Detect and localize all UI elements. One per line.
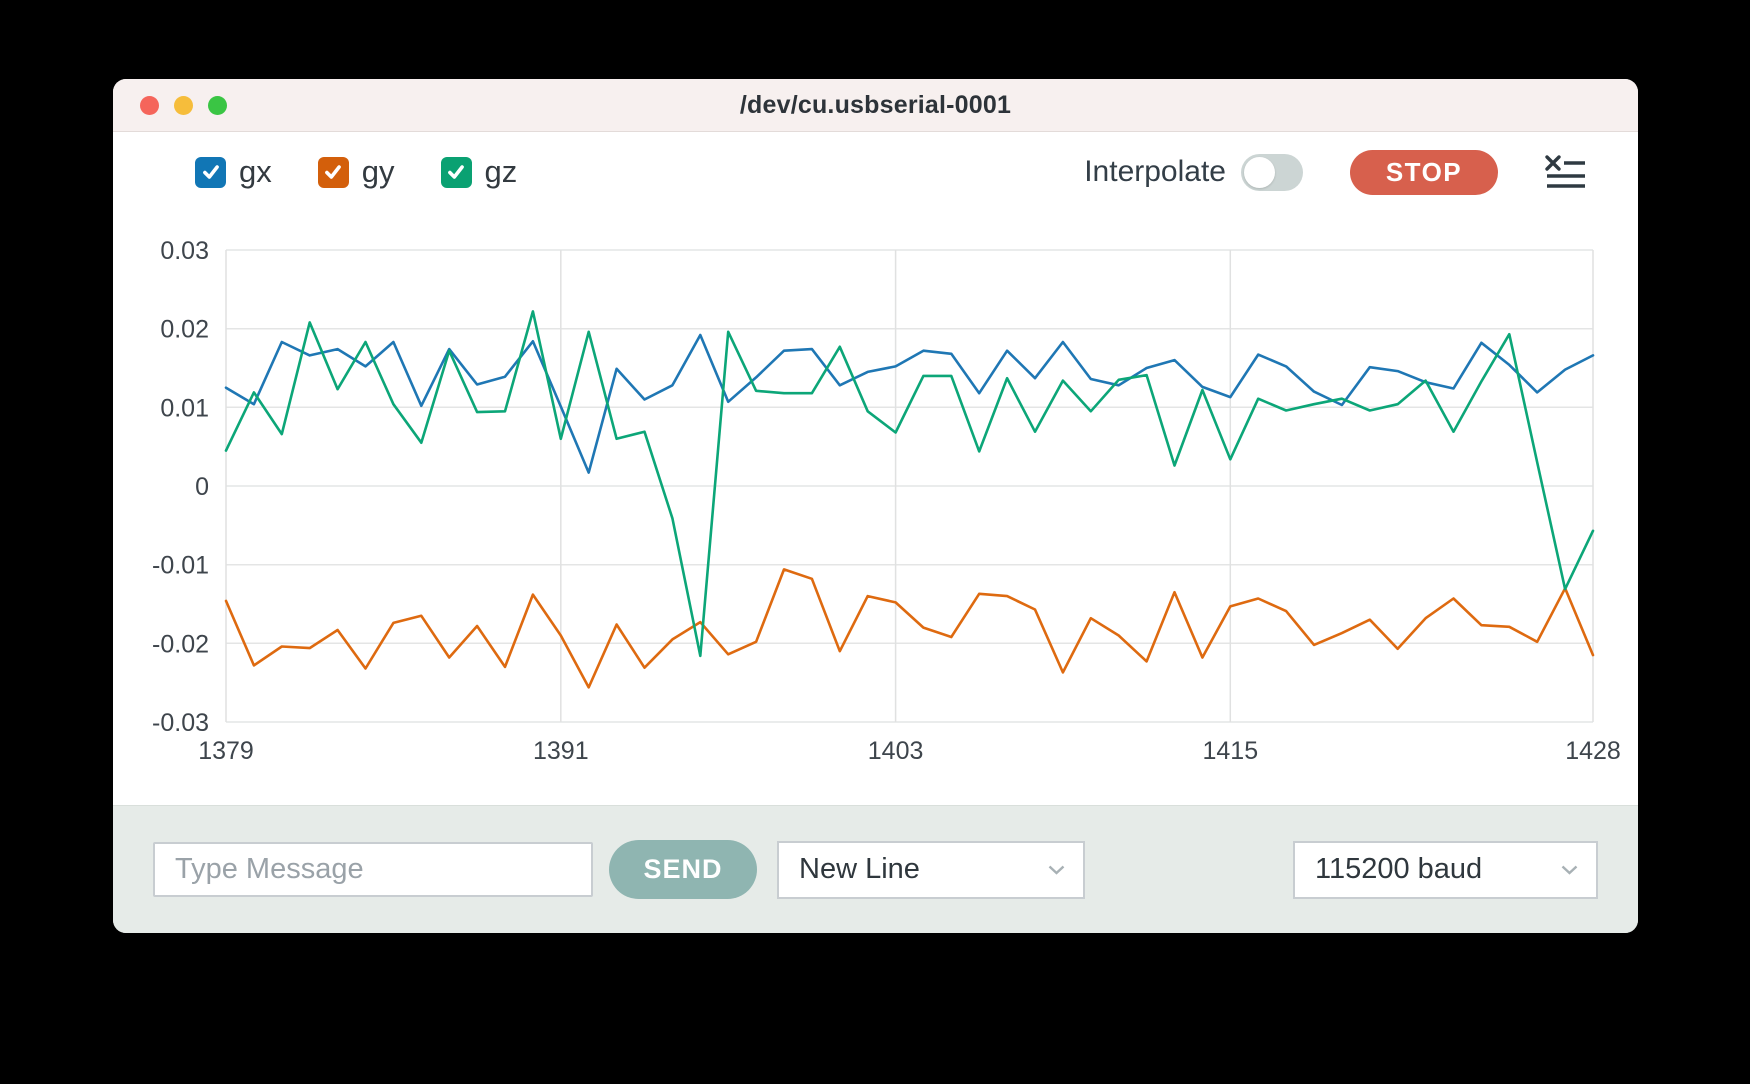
series-line-gy (224, 568, 1595, 689)
window-title: /dev/cu.usbserial-0001 (739, 90, 1012, 119)
maximize-window-icon[interactable] (208, 95, 227, 115)
checkmark-icon (448, 165, 464, 179)
titlebar: /dev/cu.usbserial-0001 (113, 79, 1638, 132)
x-tick-label: 1379 (198, 737, 254, 765)
series-label-gz: gz (484, 154, 518, 189)
footer-bar: SEND New Line 115200 baud (113, 805, 1638, 933)
stop-button[interactable]: STOP (1350, 149, 1498, 195)
series-toggle-gx[interactable]: gx (195, 154, 272, 190)
y-tick-label: 0.02 (160, 316, 209, 344)
chevron-down-icon (1048, 865, 1065, 875)
toggle-knob (1244, 156, 1275, 188)
serial-plotter-window: /dev/cu.usbserial-0001 gx gy gz Interpol… (113, 79, 1638, 933)
message-input[interactable] (153, 842, 593, 897)
series-toggle-gy[interactable]: gy (317, 154, 395, 190)
checkmark-icon (202, 165, 219, 179)
x-tick-label: 1391 (533, 737, 589, 765)
y-tick-label: -0.02 (152, 630, 209, 658)
clear-list-icon (1545, 155, 1585, 188)
y-tick-label: 0.03 (160, 237, 209, 265)
y-tick-label: -0.01 (152, 552, 209, 580)
chart-area: 0.03 0.02 0.01 0 -0.01 -0.02 -0.03 1379 1391 1403… (113, 212, 1638, 805)
baud-rate-value: 115200 baud (1315, 853, 1483, 885)
series-label-gy: gy (361, 154, 395, 189)
minimize-window-icon[interactable] (174, 95, 193, 115)
interpolate-label: Interpolate (1084, 155, 1226, 188)
y-tick-label: -0.03 (152, 709, 209, 737)
x-tick-label: 1415 (1202, 737, 1258, 765)
y-tick-label: 0 (195, 473, 209, 501)
line-ending-value: New Line (799, 853, 920, 885)
line-ending-select[interactable]: New Line (777, 840, 1085, 899)
close-window-icon[interactable] (140, 95, 159, 115)
checkbox-gx-checked-icon[interactable] (195, 156, 226, 188)
toolbar: gx gy gz Interpolate STOP (113, 132, 1638, 212)
checkmark-icon (325, 165, 342, 179)
x-tick-label: 1403 (868, 737, 924, 765)
series-label-gx: gx (239, 154, 272, 189)
interpolate-toggle[interactable] (1241, 153, 1303, 191)
clear-list-button[interactable] (1544, 154, 1588, 190)
checkbox-gz-checked-icon[interactable] (440, 156, 472, 188)
series-line-gx (224, 333, 1595, 474)
series-toggle-gz[interactable]: gz (440, 154, 518, 190)
series-line-gz (224, 310, 1595, 658)
baud-rate-select[interactable]: 115200 baud (1293, 840, 1598, 899)
toolbar-right-group: Interpolate STOP (1084, 149, 1588, 195)
x-tick-label: 1428 (1565, 737, 1621, 765)
send-button[interactable]: SEND (609, 840, 757, 899)
traffic-lights (140, 79, 227, 131)
checkbox-gy-checked-icon[interactable] (317, 156, 349, 188)
y-tick-label: 0.01 (160, 394, 209, 422)
chevron-down-icon (1561, 865, 1578, 875)
